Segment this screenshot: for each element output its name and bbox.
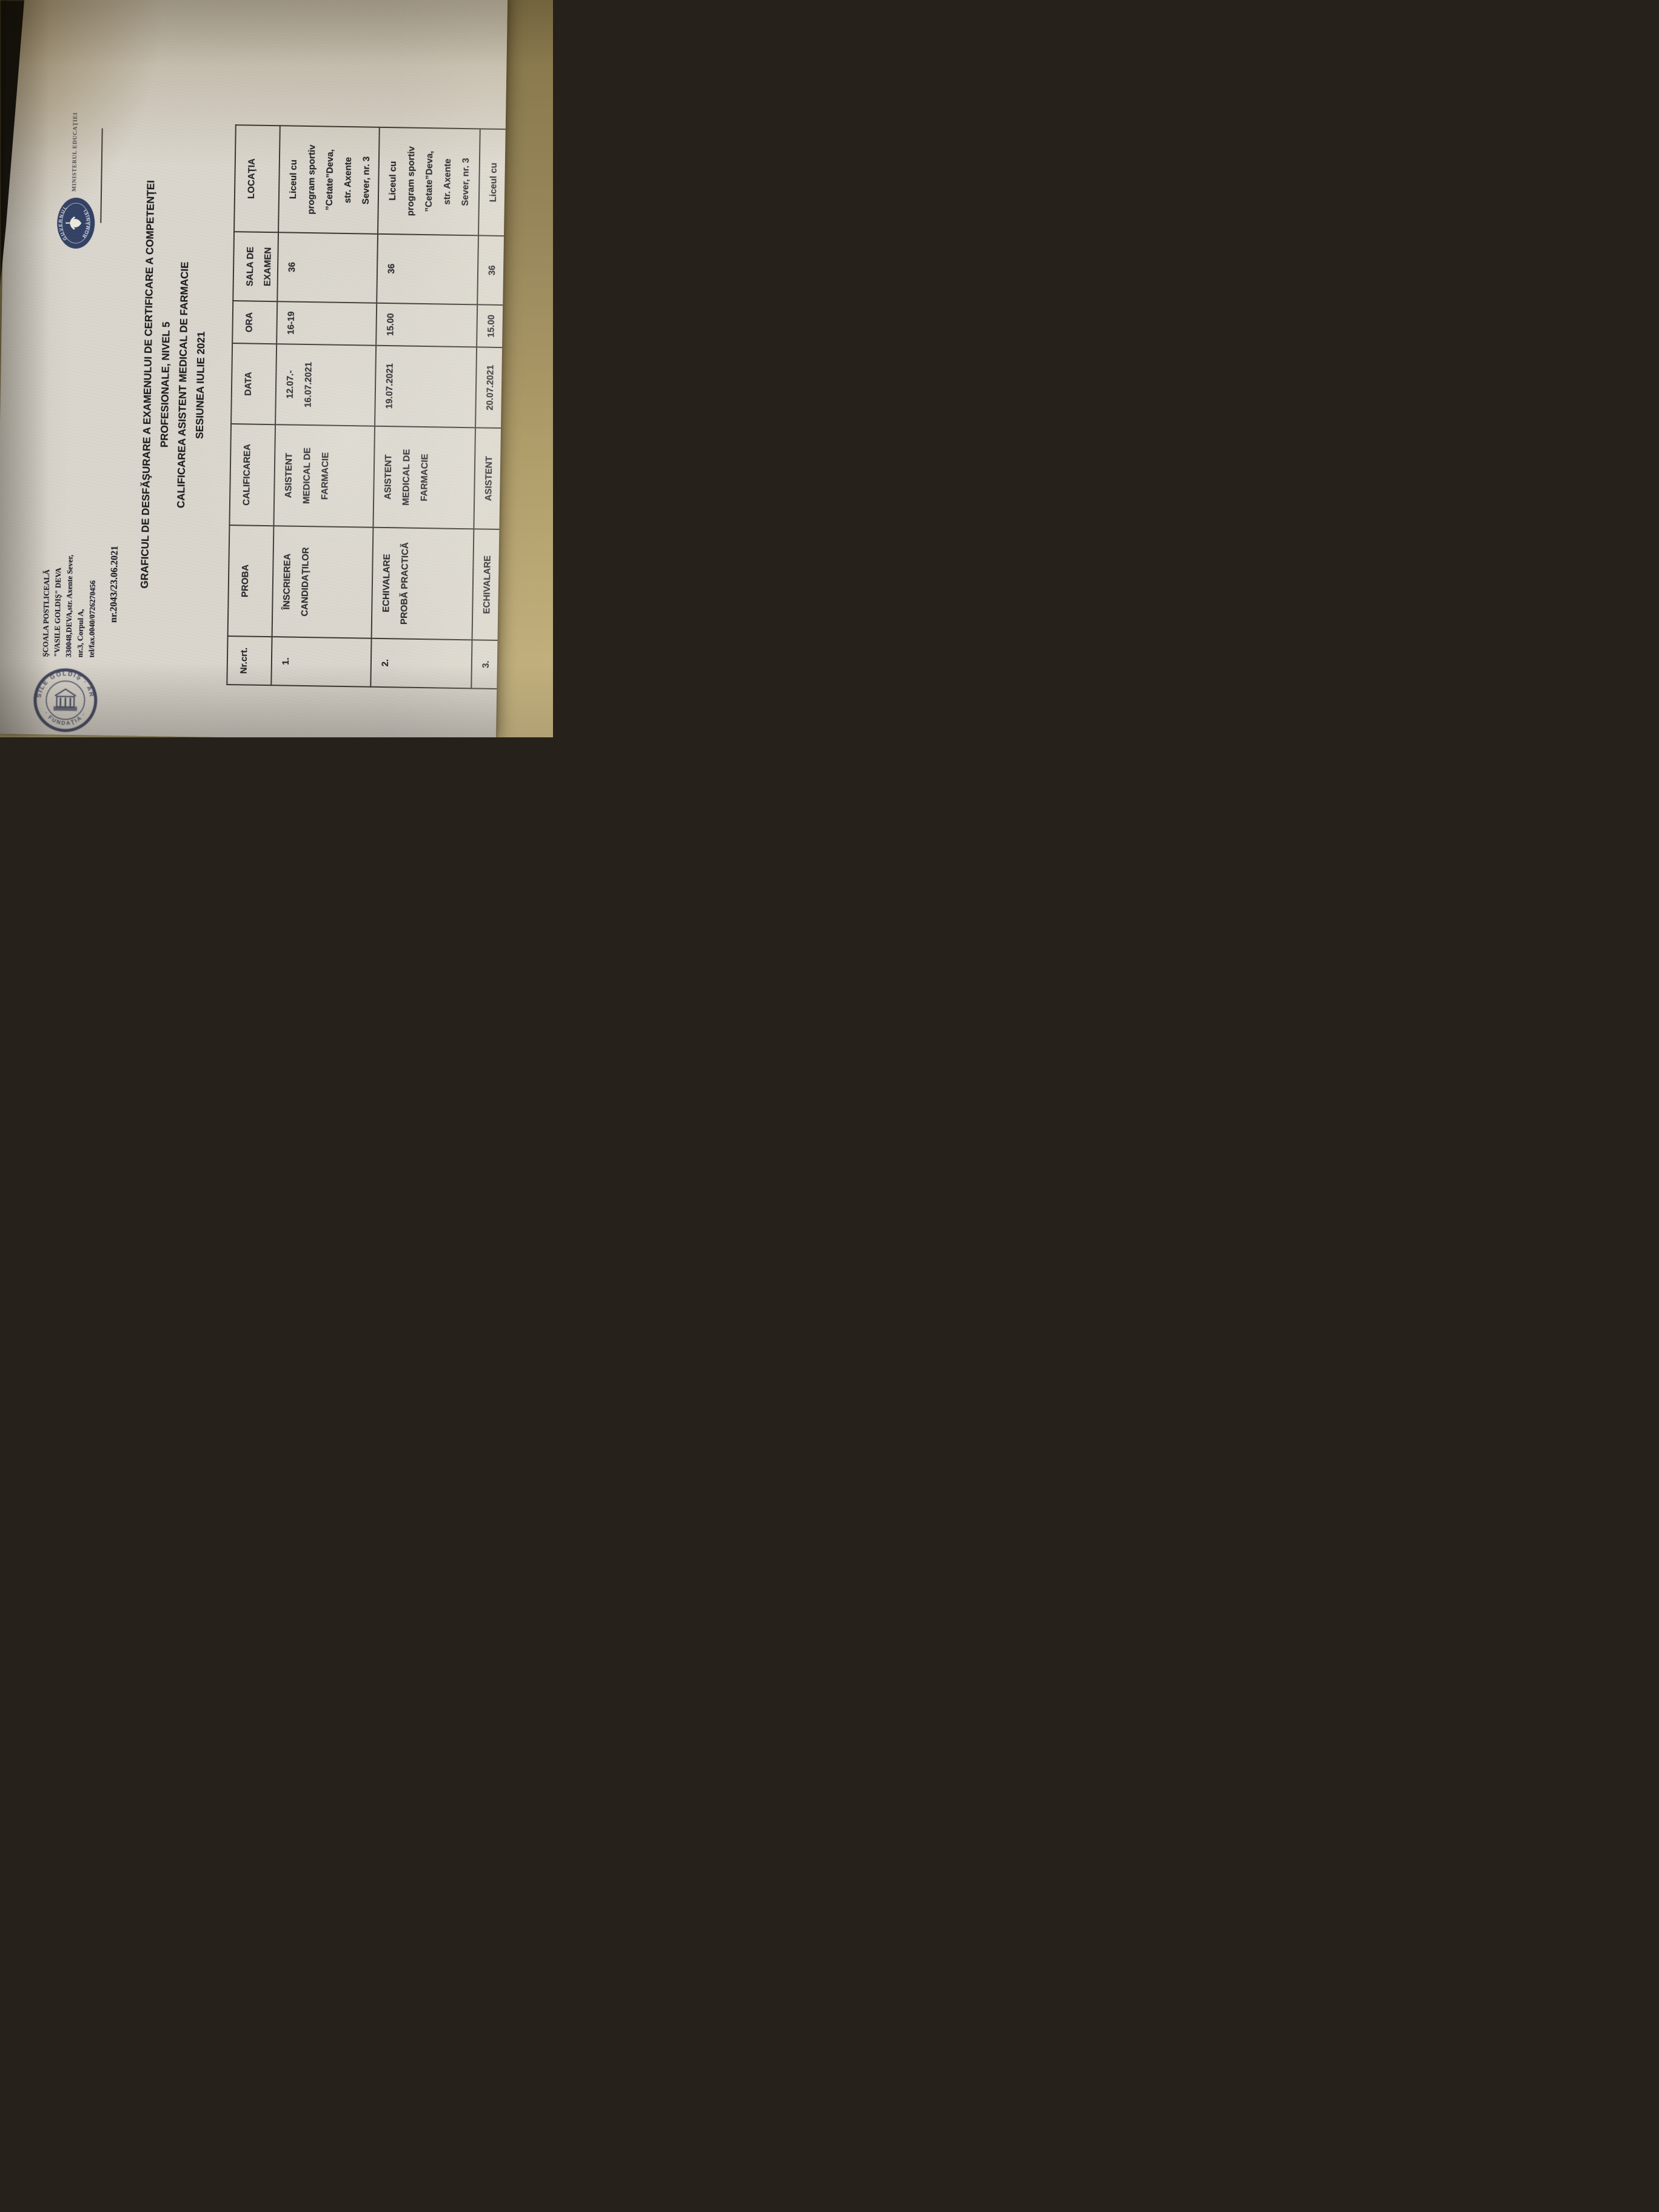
- table-cell: Liceul cu program sportiv ”Cetate”Deva, …: [278, 126, 380, 234]
- svg-text:· FUNDAŢIA ·: · FUNDAŢIA ·: [43, 710, 87, 726]
- table-row: 1. ÎNSCRIEREA CANDIDAŢILOR ASISTENT MEDI…: [271, 126, 380, 687]
- table-cell: 16-19: [276, 301, 377, 346]
- table-cell: 36: [477, 235, 508, 306]
- school-phone-line: tel/fax.0040/0726270456: [87, 580, 97, 658]
- table-cell: ÎNSCRIEREA CANDIDAŢILOR: [272, 526, 374, 638]
- svg-text:VASILE GOLDIŞ · ARAD: VASILE GOLDIŞ · ARAD: [33, 668, 95, 699]
- government-seal-eagle-icon: [65, 216, 82, 230]
- document-photo: VASILE GOLDIŞ · ARAD · FUNDAŢIA · ŞCOALA…: [0, 0, 553, 737]
- table-cell: ASISTENT MEDICAL DE FARMACIE: [273, 424, 375, 528]
- table-cell: 3.: [471, 640, 508, 689]
- table-cell: ECHIVALARE: [472, 529, 508, 641]
- table-cell: 19.07.2021: [375, 345, 477, 428]
- table-cell: 15.00: [376, 303, 478, 347]
- table-cell: 36: [377, 233, 479, 305]
- table-cell: Liceul cu: [478, 129, 508, 236]
- column-header-ora: ORA: [232, 301, 278, 344]
- ref-number: nr.2043/23.06.2021: [108, 545, 120, 623]
- table-cell: ASISTENT MEDICAL DE FARMACIE: [373, 426, 476, 529]
- table-cell: 15.00: [477, 304, 508, 348]
- table-cell: 36: [277, 232, 378, 303]
- school-seal-building-icon: [53, 688, 78, 711]
- school-seal-ring-top: VASILE GOLDIŞ · ARAD: [33, 668, 95, 699]
- table-cell: 2.: [370, 638, 472, 689]
- column-header-data: DATA: [231, 343, 277, 425]
- letterhead-rule: [100, 128, 103, 223]
- column-header-locatia: LOCAŢIA: [234, 125, 280, 233]
- document-title: GRAFICUL DE DESFĂŞURARE A EXAMENULUI DE …: [135, 118, 213, 652]
- table-cell: ASISTENT: [474, 427, 508, 530]
- table-cell: ECHIVALARE PROBĂ PRACTICĂ: [371, 527, 474, 640]
- school-address-block: ŞCOALA POSTLICEALĂ "VASILE GOLDIŞ" DEVA …: [40, 505, 100, 658]
- column-header-sala: SALA DE EXAMEN: [233, 232, 279, 302]
- school-seal-icon: VASILE GOLDIŞ · ARAD · FUNDAŢIA ·: [33, 668, 98, 732]
- column-header-proba: PROBA: [227, 525, 274, 637]
- paper-document: VASILE GOLDIŞ · ARAD · FUNDAŢIA · ŞCOALA…: [0, 0, 508, 737]
- column-header-calificarea: CALIFICAREA: [229, 424, 276, 526]
- table-cell: 12.07.- 16.07.2021: [275, 344, 377, 426]
- table-row: 2. ECHIVALARE PROBĂ PRACTICĂ ASISTENT ME…: [370, 127, 480, 689]
- government-seal-icon: GUVERNUL ROMÂNIEI: [57, 197, 95, 249]
- table-cell: 1.: [271, 637, 372, 687]
- ministry-label: MINISTERUL EDUCAŢIEI: [72, 112, 79, 192]
- school-seal-ring-bottom: · FUNDAŢIA ·: [43, 710, 87, 726]
- table-cell: 20.07.2021: [475, 347, 508, 429]
- column-header-nr-crt: Nr.crt.: [227, 636, 272, 686]
- schedule-table: Nr.crt. PROBA CALIFICAREA DATA ORA SALA …: [226, 124, 508, 690]
- table-cell: Liceul cu program sportiv ”Cetate”Deva, …: [378, 127, 480, 236]
